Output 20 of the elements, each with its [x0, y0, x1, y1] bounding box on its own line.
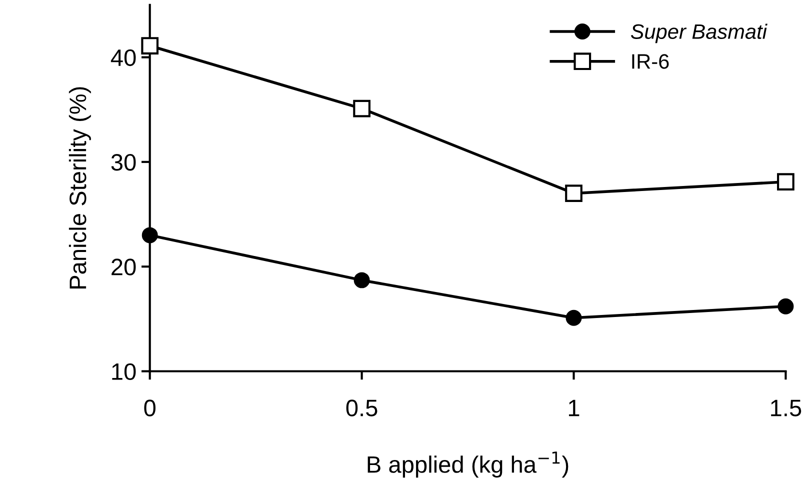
y-tick-label: 30	[111, 154, 136, 171]
point	[566, 310, 582, 326]
point	[777, 173, 794, 191]
point	[565, 184, 582, 202]
point	[778, 298, 794, 314]
y-tick-label: 20	[112, 258, 136, 276]
x-tick-label: 0.5	[346, 400, 378, 416]
x-axis-title: B applied (kg ha$^{−1}$)	[368, 452, 568, 478]
x-tick-label: 1	[568, 400, 580, 416]
x-tick-label: 1.5	[771, 400, 802, 416]
legend-label: Super Basmati	[630, 24, 768, 44]
y-axis-title: Panicle Sterility (%)	[68, 87, 91, 289]
y-tick-label: 40	[110, 49, 136, 66]
x-tick-label: 0	[144, 400, 156, 416]
y-tick-label: 10	[112, 363, 136, 380]
point	[354, 272, 370, 288]
point	[353, 100, 370, 118]
point	[141, 37, 159, 54]
point	[142, 227, 158, 244]
legend-label: IR-6	[632, 54, 669, 69]
